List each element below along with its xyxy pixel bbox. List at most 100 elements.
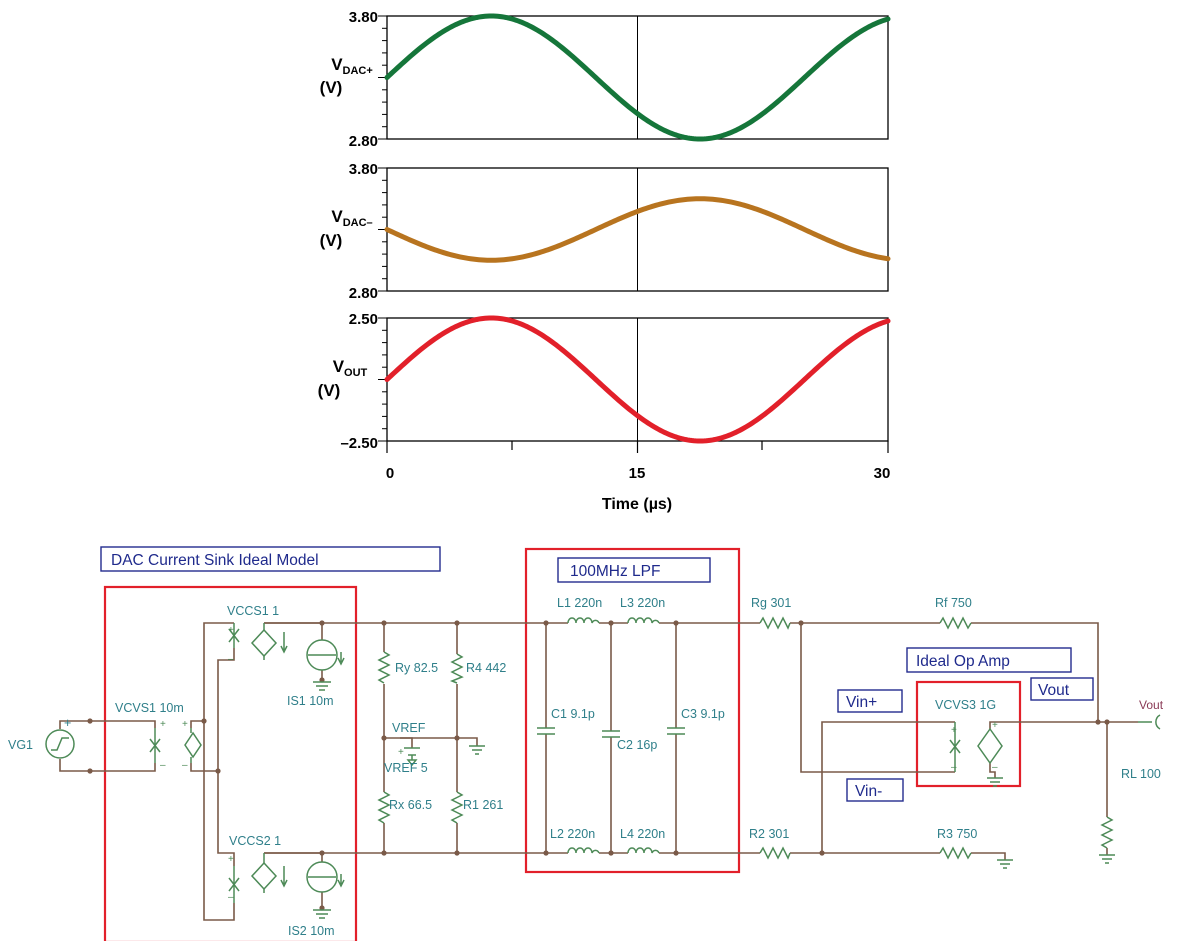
label-vref: VREF: [392, 721, 426, 735]
x-tick-label: 30: [874, 465, 891, 482]
vin-plus-box: [837, 689, 903, 713]
label-r4: R4 442: [466, 661, 506, 675]
y-min-label: –2.50: [340, 435, 378, 452]
y-axis-unit: (V): [320, 78, 343, 97]
label-r2: R2 301: [749, 827, 789, 841]
vin-plus-label: Vin+: [846, 694, 877, 711]
lpf-title: 100MHz LPF: [570, 563, 660, 580]
label-c2: C2 16p: [617, 738, 657, 752]
grounds: [469, 745, 1115, 869]
label-rg: Rg 301: [751, 596, 791, 610]
y-axis-label: VOUT: [333, 357, 368, 379]
capacitors: [537, 727, 685, 738]
junctions: [87, 620, 1110, 911]
label-vccs1: VCCS1 1: [227, 604, 279, 618]
label-vccs2: VCCS2 1: [229, 834, 281, 848]
svg-text:+: +: [228, 625, 234, 636]
lpf-box: [524, 547, 741, 874]
label-l4: L4 220n: [620, 827, 665, 841]
svg-text:–: –: [160, 760, 166, 771]
chart-vdac-plus: 3.80 2.80 VDAC+ (V): [320, 9, 891, 150]
vref-source: [404, 747, 420, 767]
y-max-label: 2.50: [349, 311, 378, 328]
y-minor-ticks: [378, 167, 387, 292]
svg-text:+: +: [992, 720, 998, 731]
polarity-marks: + – + – + – + – + – + – +: [160, 625, 998, 903]
label-l2: L2 220n: [550, 827, 595, 841]
series-line: [384, 13, 891, 142]
x-axis-ticks: [386, 441, 889, 453]
vin-minus-label: Vin-: [855, 783, 882, 800]
svg-text:–: –: [951, 762, 957, 773]
label-is1: IS1 10m: [287, 694, 334, 708]
resistors-vertical: [377, 651, 1114, 849]
opamp-title: Ideal Op Amp: [916, 653, 1010, 670]
label-vcvs3: VCVS3 1G: [935, 698, 996, 712]
inductors: [567, 617, 660, 854]
x-tick-label: 0: [386, 465, 394, 482]
chart-vdac-minus: 3.80 2.80 VDAC– (V): [320, 161, 891, 302]
svg-text:+: +: [228, 854, 234, 865]
vout-port: Vout: [1138, 698, 1164, 730]
vout-label: Vout: [1038, 682, 1070, 699]
vcvs1-source: [149, 728, 202, 763]
chart-vout: 2.50 –2.50 VOUT (V): [318, 311, 891, 452]
label-l3: L3 220n: [620, 596, 665, 610]
label-vref5: VREF 5: [384, 761, 428, 775]
schematic: DAC Current Sink Ideal Model 100MHz LPF …: [8, 546, 1164, 941]
label-is2: IS2 10m: [288, 924, 335, 938]
svg-text:+: +: [398, 747, 404, 758]
x-tick-label: 15: [629, 465, 646, 482]
series-line: [384, 196, 891, 263]
dac-model-box: [103, 585, 358, 941]
label-rl: RL 100: [1121, 767, 1161, 781]
opamp-title-box: [906, 647, 1072, 673]
y-max-label: 3.80: [349, 161, 378, 178]
label-r3: R3 750: [937, 827, 977, 841]
component-labels: VG1 VCVS1 10m VCCS1 1 IS1 10m VCCS2 1 IS…: [8, 596, 1161, 938]
label-rf: Rf 750: [935, 596, 972, 610]
svg-text:+: +: [64, 716, 71, 730]
label-vg1: VG1: [8, 738, 33, 752]
vout-label-box: [1030, 677, 1094, 701]
label-rx: Rx 66.5: [389, 798, 432, 812]
svg-text:–: –: [182, 760, 188, 771]
vg1-source: +: [45, 716, 75, 759]
svg-text:+: +: [160, 719, 166, 730]
label-c1: C1 9.1p: [551, 707, 595, 721]
label-r1: R1 261: [463, 798, 503, 812]
svg-text:+: +: [182, 719, 188, 730]
vccs1-source: [228, 623, 345, 691]
svg-text:+: +: [951, 725, 957, 736]
vin-minus-box: [846, 778, 904, 802]
label-vcvs1: VCVS1 10m: [115, 701, 184, 715]
label-ry: Ry 82.5: [395, 661, 438, 675]
svg-text:–: –: [992, 762, 998, 773]
y-axis-unit: (V): [318, 381, 341, 400]
y-min-label: 2.80: [349, 133, 378, 150]
y-axis-label: VDAC–: [331, 207, 372, 229]
lpf-title-box: [557, 557, 711, 583]
series-line: [384, 315, 891, 444]
vout-port-label: Vout: [1139, 698, 1164, 712]
y-axis-label: VDAC+: [331, 55, 373, 77]
waveform-charts: 3.80 2.80 VDAC+ (V) 3.80 2.80 VDAC– (V) …: [318, 9, 891, 513]
svg-text:–: –: [228, 892, 234, 903]
wires: [59, 622, 1138, 921]
vcvs3-source: [949, 722, 1003, 772]
y-minor-ticks: [378, 317, 387, 442]
y-minor-ticks: [378, 15, 387, 140]
resistors-horizontal: [759, 616, 972, 860]
vccs2-source: [228, 853, 345, 919]
y-max-label: 3.80: [349, 9, 378, 26]
x-axis-label: Time (µs): [602, 496, 672, 513]
svg-text:–: –: [228, 654, 234, 665]
label-c3: C3 9.1p: [681, 707, 725, 721]
dac-title-box: [100, 546, 441, 572]
y-min-label: 2.80: [349, 285, 378, 302]
label-l1: L1 220n: [557, 596, 602, 610]
opamp-box: [915, 680, 1022, 788]
dac-title: DAC Current Sink Ideal Model: [111, 552, 319, 569]
y-axis-unit: (V): [320, 231, 343, 250]
